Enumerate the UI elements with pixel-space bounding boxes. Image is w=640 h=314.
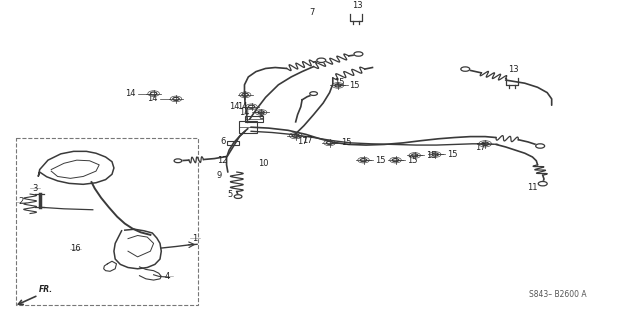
Text: 15: 15 (407, 156, 417, 165)
Text: 14: 14 (230, 102, 240, 111)
Text: 1: 1 (193, 234, 198, 242)
Text: 13: 13 (508, 65, 518, 74)
Circle shape (317, 58, 326, 62)
Text: 14: 14 (125, 89, 136, 98)
Text: 9: 9 (216, 171, 221, 180)
Circle shape (536, 144, 545, 148)
Text: 15: 15 (375, 156, 385, 165)
Bar (245, 116, 263, 122)
Text: 15: 15 (426, 151, 436, 160)
Text: 5: 5 (228, 190, 233, 198)
Text: 17: 17 (302, 136, 313, 145)
Text: 17: 17 (475, 143, 485, 152)
Text: 11: 11 (527, 183, 538, 192)
Circle shape (538, 181, 547, 186)
Text: 12: 12 (218, 156, 228, 165)
Circle shape (354, 52, 363, 56)
Text: 13: 13 (352, 1, 362, 10)
Text: FR.: FR. (38, 284, 52, 294)
Text: 8: 8 (259, 112, 264, 121)
Text: 15: 15 (334, 78, 344, 87)
Circle shape (174, 159, 182, 163)
Text: 2: 2 (19, 197, 24, 206)
Text: 14: 14 (237, 102, 247, 111)
Text: 14: 14 (239, 108, 250, 117)
Text: 4: 4 (165, 272, 170, 281)
Text: 15: 15 (349, 81, 360, 90)
Text: 7: 7 (310, 8, 315, 17)
Text: 15: 15 (447, 150, 457, 159)
Text: 17: 17 (297, 137, 307, 146)
Text: 3: 3 (33, 184, 38, 193)
Text: 16: 16 (70, 244, 81, 253)
Circle shape (234, 195, 242, 198)
Bar (227, 141, 239, 145)
Text: 15: 15 (341, 138, 351, 147)
Text: 14: 14 (148, 95, 158, 103)
Bar (16, 138, 198, 305)
Circle shape (310, 92, 317, 95)
Text: 6: 6 (220, 137, 225, 146)
Text: 10: 10 (259, 160, 269, 168)
Bar (239, 121, 257, 133)
Text: S843– B2600 A: S843– B2600 A (529, 290, 587, 299)
Circle shape (461, 67, 470, 71)
